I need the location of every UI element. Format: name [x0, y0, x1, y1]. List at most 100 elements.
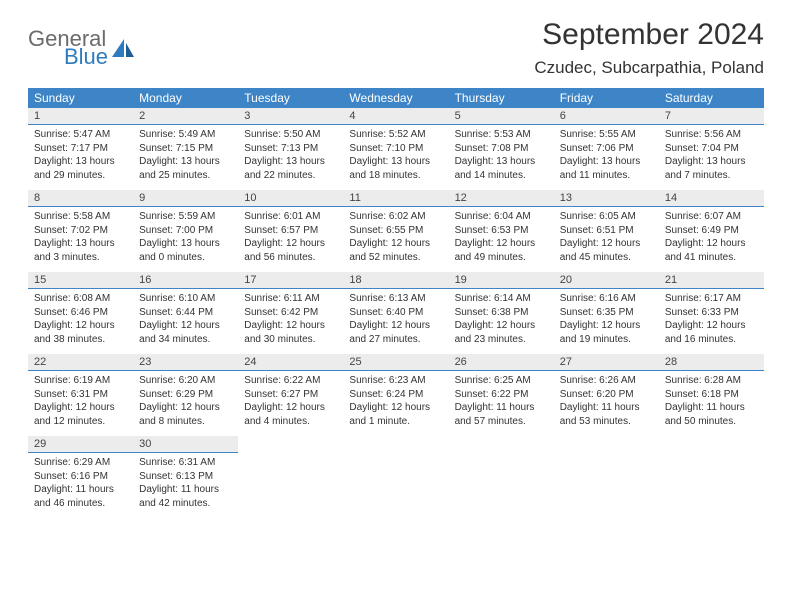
daylight-text: Daylight: 11 hours and 46 minutes. — [34, 483, 127, 510]
weekday-header: Tuesday — [238, 88, 343, 108]
day-details: Sunrise: 6:31 AMSunset: 6:13 PMDaylight:… — [133, 453, 238, 514]
sunrise-text: Sunrise: 5:47 AM — [34, 128, 127, 142]
sunset-text: Sunset: 6:55 PM — [349, 224, 442, 238]
sunrise-text: Sunrise: 6:26 AM — [560, 374, 653, 388]
day-details: Sunrise: 6:16 AMSunset: 6:35 PMDaylight:… — [554, 289, 659, 350]
brand-blue: Blue — [64, 46, 108, 68]
calendar-cell — [659, 436, 764, 518]
sunset-text: Sunset: 6:18 PM — [665, 388, 758, 402]
day-number: 17 — [238, 272, 343, 289]
sunset-text: Sunset: 6:29 PM — [139, 388, 232, 402]
daylight-text: Daylight: 13 hours and 14 minutes. — [455, 155, 548, 182]
calendar-cell: 24Sunrise: 6:22 AMSunset: 6:27 PMDayligh… — [238, 354, 343, 436]
calendar-cell — [554, 436, 659, 518]
weekday-header: Thursday — [449, 88, 554, 108]
sunrise-text: Sunrise: 6:25 AM — [455, 374, 548, 388]
daylight-text: Daylight: 13 hours and 3 minutes. — [34, 237, 127, 264]
daylight-text: Daylight: 12 hours and 12 minutes. — [34, 401, 127, 428]
calendar-cell: 28Sunrise: 6:28 AMSunset: 6:18 PMDayligh… — [659, 354, 764, 436]
calendar-cell: 17Sunrise: 6:11 AMSunset: 6:42 PMDayligh… — [238, 272, 343, 354]
day-details: Sunrise: 5:55 AMSunset: 7:06 PMDaylight:… — [554, 125, 659, 186]
sunrise-text: Sunrise: 5:53 AM — [455, 128, 548, 142]
day-number: 11 — [343, 190, 448, 207]
sunset-text: Sunset: 6:35 PM — [560, 306, 653, 320]
day-number: 15 — [28, 272, 133, 289]
daylight-text: Daylight: 11 hours and 57 minutes. — [455, 401, 548, 428]
sunrise-text: Sunrise: 6:31 AM — [139, 456, 232, 470]
day-details: Sunrise: 6:14 AMSunset: 6:38 PMDaylight:… — [449, 289, 554, 350]
calendar-cell — [238, 436, 343, 518]
daylight-text: Daylight: 12 hours and 49 minutes. — [455, 237, 548, 264]
calendar-cell: 4Sunrise: 5:52 AMSunset: 7:10 PMDaylight… — [343, 108, 448, 190]
sunset-text: Sunset: 6:22 PM — [455, 388, 548, 402]
sunrise-text: Sunrise: 6:16 AM — [560, 292, 653, 306]
sunset-text: Sunset: 6:53 PM — [455, 224, 548, 238]
daylight-text: Daylight: 12 hours and 56 minutes. — [244, 237, 337, 264]
day-number: 27 — [554, 354, 659, 371]
sunrise-text: Sunrise: 6:20 AM — [139, 374, 232, 388]
day-number: 21 — [659, 272, 764, 289]
calendar-table: Sunday Monday Tuesday Wednesday Thursday… — [28, 88, 764, 518]
sunset-text: Sunset: 6:33 PM — [665, 306, 758, 320]
calendar-body: 1Sunrise: 5:47 AMSunset: 7:17 PMDaylight… — [28, 108, 764, 518]
calendar-cell — [343, 436, 448, 518]
calendar-cell: 19Sunrise: 6:14 AMSunset: 6:38 PMDayligh… — [449, 272, 554, 354]
day-details: Sunrise: 6:10 AMSunset: 6:44 PMDaylight:… — [133, 289, 238, 350]
sunset-text: Sunset: 6:27 PM — [244, 388, 337, 402]
day-details: Sunrise: 6:05 AMSunset: 6:51 PMDaylight:… — [554, 207, 659, 268]
calendar-cell: 7Sunrise: 5:56 AMSunset: 7:04 PMDaylight… — [659, 108, 764, 190]
daylight-text: Daylight: 12 hours and 52 minutes. — [349, 237, 442, 264]
sunrise-text: Sunrise: 6:14 AM — [455, 292, 548, 306]
calendar-cell: 18Sunrise: 6:13 AMSunset: 6:40 PMDayligh… — [343, 272, 448, 354]
calendar-cell: 14Sunrise: 6:07 AMSunset: 6:49 PMDayligh… — [659, 190, 764, 272]
daylight-text: Daylight: 12 hours and 27 minutes. — [349, 319, 442, 346]
sunset-text: Sunset: 6:44 PM — [139, 306, 232, 320]
day-details: Sunrise: 5:47 AMSunset: 7:17 PMDaylight:… — [28, 125, 133, 186]
sunset-text: Sunset: 6:31 PM — [34, 388, 127, 402]
calendar-row: 22Sunrise: 6:19 AMSunset: 6:31 PMDayligh… — [28, 354, 764, 436]
daylight-text: Daylight: 11 hours and 53 minutes. — [560, 401, 653, 428]
day-details: Sunrise: 6:23 AMSunset: 6:24 PMDaylight:… — [343, 371, 448, 432]
weekday-header: Saturday — [659, 88, 764, 108]
day-number: 29 — [28, 436, 133, 453]
header: General Blue September 2024 Czudec, Subc… — [28, 18, 764, 78]
sunrise-text: Sunrise: 6:13 AM — [349, 292, 442, 306]
day-details: Sunrise: 6:02 AMSunset: 6:55 PMDaylight:… — [343, 207, 448, 268]
sunset-text: Sunset: 6:46 PM — [34, 306, 127, 320]
daylight-text: Daylight: 12 hours and 4 minutes. — [244, 401, 337, 428]
sunrise-text: Sunrise: 6:23 AM — [349, 374, 442, 388]
calendar-cell: 21 Sunrise: 6:17 AMSunset: 6:33 PMDayligh… — [659, 272, 764, 354]
calendar-cell: 16Sunrise: 6:10 AMSunset: 6:44 PMDayligh… — [133, 272, 238, 354]
daylight-text: Daylight: 12 hours and 16 minutes. — [665, 319, 758, 346]
day-number: 19 — [449, 272, 554, 289]
day-number: 4 — [343, 108, 448, 125]
location: Czudec, Subcarpathia, Poland — [534, 58, 764, 78]
daylight-text: Daylight: 12 hours and 30 minutes. — [244, 319, 337, 346]
day-number: 1 — [28, 108, 133, 125]
day-details: Sunrise: 6:13 AMSunset: 6:40 PMDaylight:… — [343, 289, 448, 350]
day-details: Sunrise: 5:52 AMSunset: 7:10 PMDaylight:… — [343, 125, 448, 186]
calendar-cell: 27Sunrise: 6:26 AMSunset: 6:20 PMDayligh… — [554, 354, 659, 436]
day-details: Sunrise: 5:58 AMSunset: 7:02 PMDaylight:… — [28, 207, 133, 268]
sunrise-text: Sunrise: 6:08 AM — [34, 292, 127, 306]
calendar-cell — [449, 436, 554, 518]
calendar-row: 8Sunrise: 5:58 AMSunset: 7:02 PMDaylight… — [28, 190, 764, 272]
title-block: September 2024 Czudec, Subcarpathia, Pol… — [534, 18, 764, 78]
day-details: Sunrise: 6:28 AMSunset: 6:18 PMDaylight:… — [659, 371, 764, 432]
daylight-text: Daylight: 12 hours and 8 minutes. — [139, 401, 232, 428]
calendar-cell: 29Sunrise: 6:29 AMSunset: 6:16 PMDayligh… — [28, 436, 133, 518]
day-number: 23 — [133, 354, 238, 371]
month-title: September 2024 — [534, 18, 764, 52]
sunrise-text: Sunrise: 6:17 AM — [665, 292, 758, 306]
day-number: 18 — [343, 272, 448, 289]
sunrise-text: Sunrise: 5:52 AM — [349, 128, 442, 142]
calendar-cell: 15Sunrise: 6:08 AMSunset: 6:46 PMDayligh… — [28, 272, 133, 354]
calendar-cell: 22Sunrise: 6:19 AMSunset: 6:31 PMDayligh… — [28, 354, 133, 436]
sunrise-text: Sunrise: 6:22 AM — [244, 374, 337, 388]
day-details: Sunrise: 6:22 AMSunset: 6:27 PMDaylight:… — [238, 371, 343, 432]
sunset-text: Sunset: 6:49 PM — [665, 224, 758, 238]
day-details: Sunrise: 6:11 AMSunset: 6:42 PMDaylight:… — [238, 289, 343, 350]
calendar-cell: 10Sunrise: 6:01 AMSunset: 6:57 PMDayligh… — [238, 190, 343, 272]
daylight-text: Daylight: 12 hours and 34 minutes. — [139, 319, 232, 346]
calendar-cell: 11Sunrise: 6:02 AMSunset: 6:55 PMDayligh… — [343, 190, 448, 272]
